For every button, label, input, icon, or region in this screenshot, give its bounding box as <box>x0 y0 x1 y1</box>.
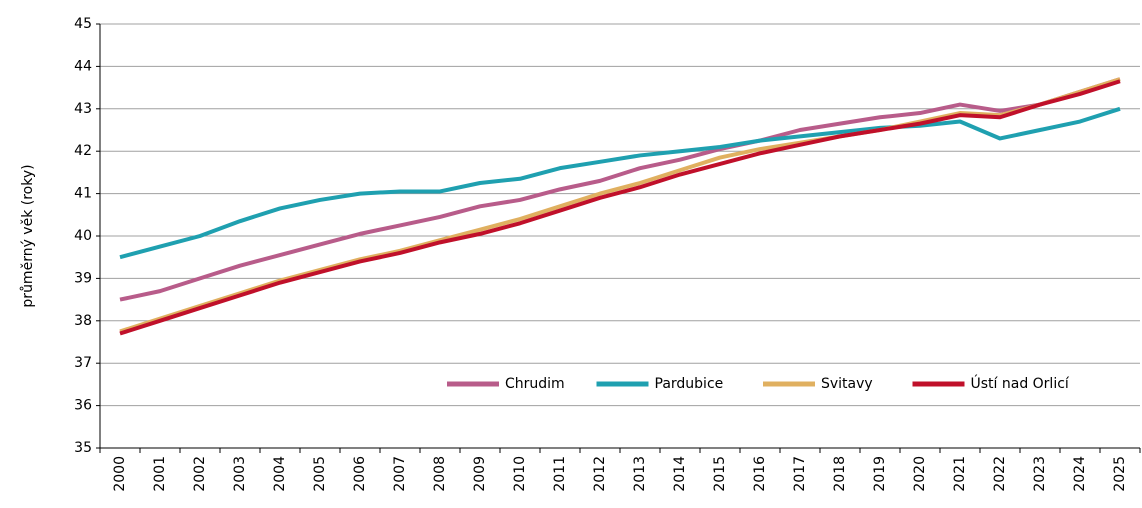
x-tick-label: 2013 <box>632 456 648 492</box>
x-tick-label: 2025 <box>1112 456 1128 492</box>
x-tick-label: 2011 <box>552 456 568 492</box>
legend-label: Ústí nad Orlicí <box>971 374 1070 392</box>
y-axis-label: průměrný věk (roky) <box>20 164 36 307</box>
x-tick-label: 2024 <box>1072 456 1088 492</box>
legend-label: Svitavy <box>821 376 873 392</box>
y-tick-label: 35 <box>74 440 92 456</box>
x-tick-label: 2006 <box>352 456 368 492</box>
x-tick-label: 2008 <box>432 456 448 492</box>
x-tick-label: 2014 <box>672 456 688 492</box>
x-tick-label: 2022 <box>992 456 1008 492</box>
x-tick-label: 2020 <box>912 456 928 492</box>
x-tick-label: 2018 <box>832 456 848 492</box>
x-tick-label: 2015 <box>712 456 728 492</box>
y-tick-label: 43 <box>74 101 92 117</box>
y-tick-label: 41 <box>74 186 92 202</box>
y-tick-label: 38 <box>74 313 92 329</box>
x-tick-label: 2000 <box>112 456 128 492</box>
series-line <box>119 79 1121 336</box>
y-tick-label: 36 <box>74 398 92 414</box>
x-tick-label: 2010 <box>512 456 528 492</box>
x-tick-label: 2021 <box>952 456 968 492</box>
x-tick-label: 2007 <box>392 456 408 492</box>
x-tick-label: 2003 <box>232 456 248 492</box>
y-tick-label: 44 <box>74 58 92 74</box>
y-tick-label: 42 <box>74 143 92 159</box>
x-tick-label: 2012 <box>592 456 608 492</box>
x-tick-label: 2001 <box>152 456 168 492</box>
x-tick-label: 2005 <box>312 456 328 492</box>
y-tick-label: 45 <box>74 16 92 32</box>
x-tick-label: 2009 <box>472 456 488 492</box>
x-tick-label: 2002 <box>192 456 208 492</box>
y-tick-label: 37 <box>74 355 92 371</box>
y-tick-label: 39 <box>74 270 92 286</box>
x-tick-label: 2016 <box>752 456 768 492</box>
x-tick-label: 2019 <box>872 456 888 492</box>
x-tick-label: 2017 <box>792 456 808 492</box>
legend-label: Pardubice <box>655 376 724 392</box>
series-line <box>119 77 1121 302</box>
x-tick-label: 2023 <box>1032 456 1048 492</box>
series-line <box>119 77 1121 334</box>
y-tick-label: 40 <box>74 228 92 244</box>
x-tick-label: 2004 <box>272 456 288 492</box>
legend-label: Chrudim <box>505 376 565 392</box>
series-line <box>119 106 1121 260</box>
